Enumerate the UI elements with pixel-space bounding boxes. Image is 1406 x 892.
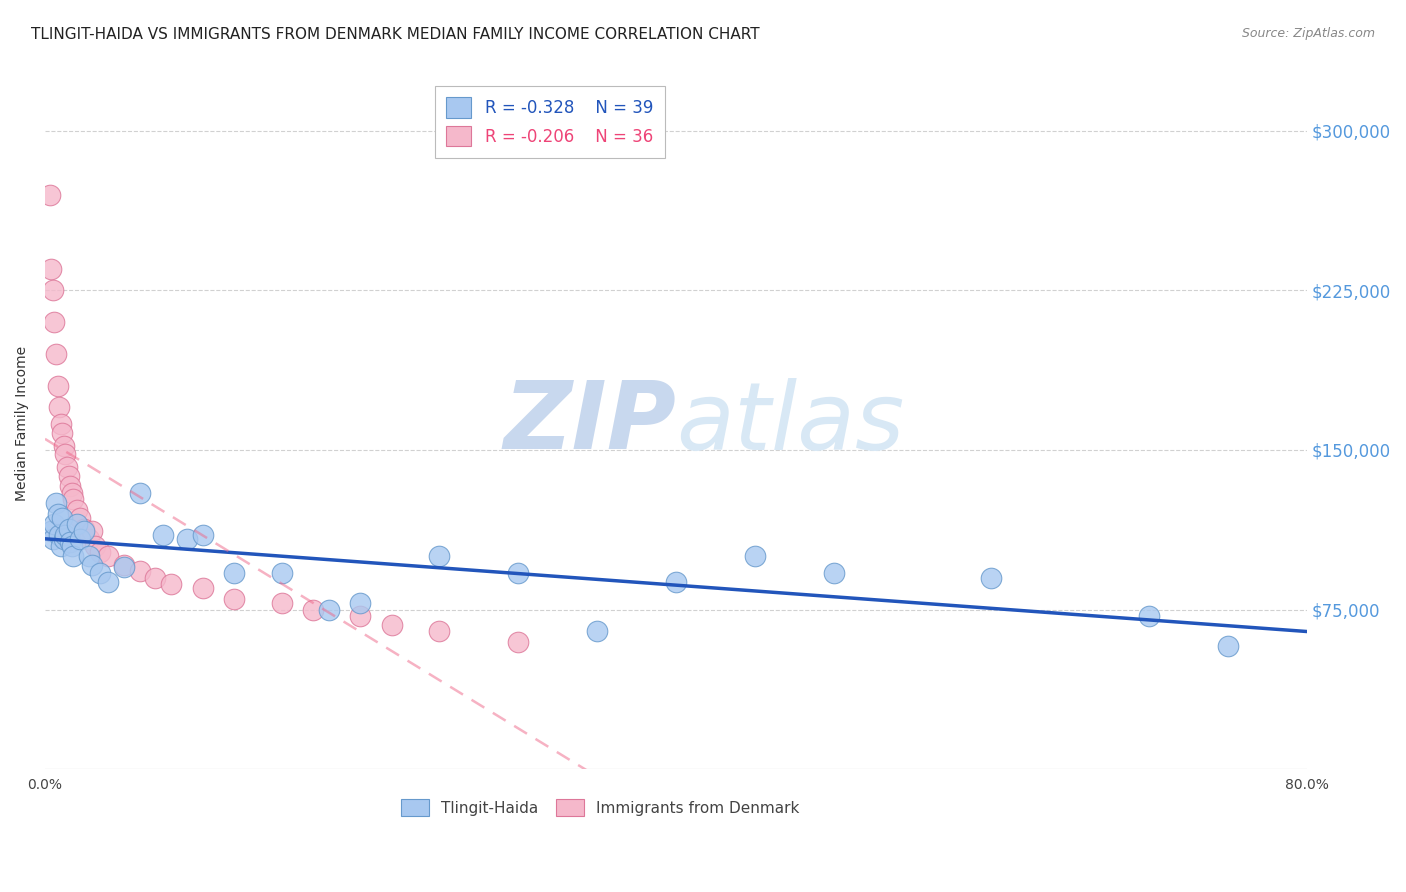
Point [586, 624, 609, 638]
Point [224, 566, 246, 581]
Text: Source: ZipAtlas.com: Source: ZipAtlas.com [1241, 27, 1375, 40]
Point [39, 524, 62, 538]
Legend: Tlingit-Haida, Immigrants from Denmark: Tlingit-Haida, Immigrants from Denmark [394, 791, 807, 824]
Point [84, 539, 107, 553]
Point [46, 379, 69, 393]
Point [45, 347, 67, 361]
Point [176, 533, 198, 547]
Point [52, 533, 75, 547]
Point [69, 511, 91, 525]
Point [160, 577, 183, 591]
Point [38, 187, 60, 202]
Point [58, 468, 80, 483]
Point [55, 447, 77, 461]
Point [51, 511, 73, 525]
Point [59, 534, 82, 549]
Point [48, 528, 70, 542]
Point [152, 528, 174, 542]
Point [89, 566, 111, 581]
Point [82, 558, 104, 572]
Point [427, 549, 450, 564]
Point [65, 517, 87, 532]
Point [744, 549, 766, 564]
Point [42, 283, 65, 297]
Point [82, 524, 104, 538]
Point [59, 479, 82, 493]
Point [44, 517, 66, 532]
Point [60, 485, 83, 500]
Point [62, 491, 84, 506]
Point [349, 596, 371, 610]
Point [52, 439, 75, 453]
Text: ZIP: ZIP [503, 377, 676, 469]
Point [97, 574, 120, 589]
Point [42, 533, 65, 547]
Point [270, 596, 292, 610]
Point [73, 524, 96, 538]
Point [65, 502, 87, 516]
Point [302, 602, 325, 616]
Point [46, 507, 69, 521]
Point [48, 401, 70, 415]
Point [128, 564, 150, 578]
Point [56, 460, 79, 475]
Point [508, 566, 530, 581]
Point [1216, 639, 1239, 653]
Point [823, 566, 845, 581]
Point [73, 522, 96, 536]
Point [349, 609, 371, 624]
Point [508, 634, 530, 648]
Point [112, 560, 135, 574]
Point [49, 417, 72, 432]
Point [97, 549, 120, 564]
Point [77, 533, 100, 547]
Point [270, 566, 292, 581]
Point [145, 571, 167, 585]
Point [191, 528, 214, 542]
Point [39, 262, 62, 277]
Point [51, 425, 73, 440]
Point [49, 539, 72, 553]
Point [44, 315, 66, 329]
Point [55, 528, 77, 542]
Point [665, 574, 688, 589]
Y-axis label: Median Family Income: Median Family Income [15, 346, 30, 501]
Point [191, 582, 214, 596]
Point [1137, 609, 1160, 624]
Text: atlas: atlas [676, 378, 904, 469]
Point [318, 602, 340, 616]
Point [77, 549, 100, 564]
Point [58, 522, 80, 536]
Point [45, 496, 67, 510]
Point [60, 539, 83, 553]
Point [89, 545, 111, 559]
Point [381, 617, 404, 632]
Point [224, 592, 246, 607]
Text: TLINGIT-HAIDA VS IMMIGRANTS FROM DENMARK MEDIAN FAMILY INCOME CORRELATION CHART: TLINGIT-HAIDA VS IMMIGRANTS FROM DENMARK… [31, 27, 759, 42]
Point [427, 624, 450, 638]
Point [69, 533, 91, 547]
Point [112, 558, 135, 572]
Point [128, 485, 150, 500]
Point [62, 549, 84, 564]
Point [980, 571, 1002, 585]
